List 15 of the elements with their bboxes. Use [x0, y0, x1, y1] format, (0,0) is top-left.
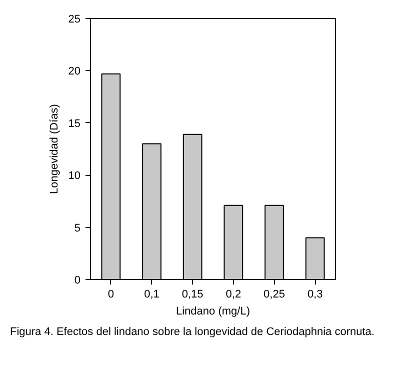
x-tick-label: 0,15 [182, 288, 204, 300]
x-tick-label: 0 [108, 288, 114, 300]
y-tick-label: 20 [68, 66, 81, 78]
y-tick-label: 15 [68, 118, 81, 130]
y-axis-title: Longevidad (Días) [48, 104, 60, 194]
text: Figura 4. Efectos del lindano sobre la longevidad de Ceriodaphnia cornuta. [10, 325, 374, 340]
y-tick-label: 10 [68, 170, 81, 182]
x-tick-label: 0,25 [264, 288, 285, 300]
y-tick-label: 0 [74, 274, 81, 286]
y-tick-label: 25 [68, 14, 81, 26]
x-axis-title: Lindano (mg/L) [176, 306, 250, 318]
y-tick-label: 5 [74, 222, 81, 234]
x-tick-label: 0,3 [307, 288, 323, 300]
x-tick-label: 0,2 [226, 288, 242, 300]
x-tick-label: 0,1 [144, 288, 160, 300]
